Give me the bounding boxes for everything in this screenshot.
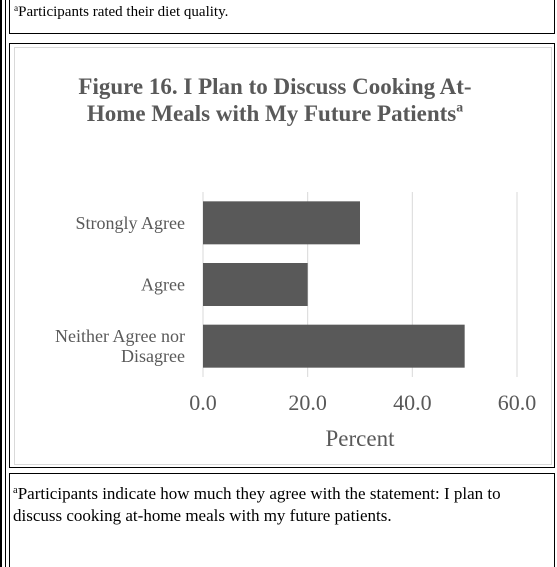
top-note-box (9, 0, 555, 34)
bar-chart: Strongly Agree Agree Neither Agree nor Disa… (55, 192, 536, 451)
x-tick-label-3: 60.0 (498, 390, 537, 415)
left-border-line (0, 0, 2, 567)
category-label-0: Strongly Agree (76, 213, 186, 233)
x-tick-label-2: 40.0 (393, 390, 432, 415)
x-tick-label-1: 20.0 (288, 390, 327, 415)
category-label-1: Agree (141, 275, 185, 295)
x-axis-label: Percent (326, 426, 396, 451)
bottom-note-box (9, 473, 555, 567)
footnote-marker: a (14, 3, 19, 14)
chart-area (14, 47, 552, 465)
figure-box (9, 43, 555, 468)
category-label-2: Neither Agree nor Disagree (55, 326, 185, 366)
bar-1 (203, 263, 308, 306)
bars (203, 201, 465, 368)
chart-title: Figure 16. I Plan to Discuss Cooking At-… (60, 73, 490, 127)
chart-title-marker: a (456, 99, 464, 115)
x-tick-labels: 0.0 20.0 40.0 60.0 (189, 390, 536, 415)
bar-2 (203, 324, 465, 368)
top-note-text: Participants rated their diet quality. (18, 4, 229, 20)
top-note: aParticipants rated their diet quality. (14, 4, 228, 21)
bar-0 (203, 201, 360, 245)
x-tick-label-0: 0.0 (189, 390, 217, 415)
bottom-note: aParticipants indicate how much they agr… (13, 483, 553, 527)
category-labels: Strongly Agree Agree Neither Agree nor Disa… (55, 213, 185, 366)
chart-title-text: Figure 16. I Plan to Discuss Cooking At-… (78, 74, 472, 126)
left-border-line-inner (5, 0, 6, 567)
bottom-note-text: Participants indicate how much they agre… (13, 484, 501, 525)
footnote-marker-bottom: a (13, 485, 18, 497)
